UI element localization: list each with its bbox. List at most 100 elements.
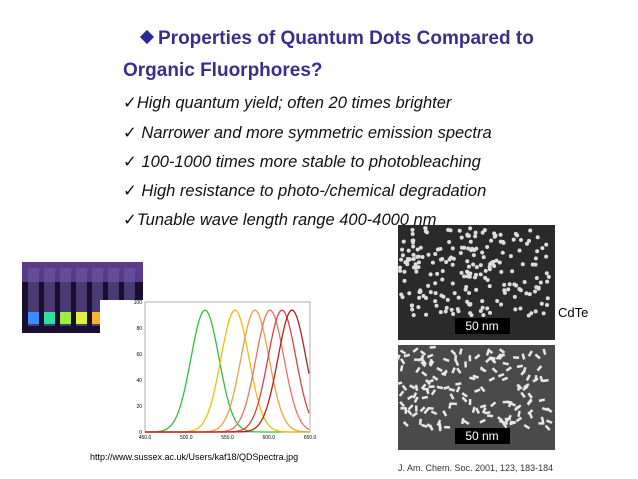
particle (487, 267, 492, 272)
particle (463, 287, 468, 292)
particle (478, 308, 483, 313)
particle (499, 302, 504, 307)
particle (451, 312, 456, 317)
particle (411, 411, 418, 418)
particle (444, 259, 449, 264)
particle (443, 385, 450, 390)
particle (429, 360, 435, 367)
particle (398, 265, 403, 270)
particle (428, 385, 435, 388)
particle (485, 306, 490, 311)
particle (399, 365, 404, 372)
particle (472, 248, 477, 253)
particle (466, 246, 471, 251)
particle (432, 375, 439, 381)
particle (479, 386, 486, 393)
particle (507, 282, 512, 287)
particle (471, 253, 476, 258)
particle (445, 297, 450, 302)
particle (443, 357, 450, 363)
tem-image: 50 nm 50 nm (395, 225, 555, 450)
particle (538, 398, 546, 403)
particle (541, 311, 546, 316)
particle (413, 396, 419, 403)
particle (455, 307, 460, 312)
particle (502, 361, 509, 366)
particle (414, 405, 418, 412)
particle (401, 384, 408, 391)
particle (474, 353, 481, 360)
particle (449, 393, 455, 400)
particle (419, 350, 427, 356)
particle (481, 255, 486, 260)
particle (468, 239, 473, 244)
particle (435, 247, 440, 252)
particle (544, 424, 551, 431)
particle (407, 291, 412, 296)
particle (534, 353, 541, 360)
particle (468, 399, 472, 406)
particle (448, 402, 452, 409)
particle (433, 291, 438, 296)
particle (412, 265, 417, 270)
particle (535, 235, 540, 240)
particle (400, 253, 405, 258)
particle (516, 383, 523, 390)
particle (511, 237, 516, 242)
particle (442, 410, 448, 417)
particle (513, 356, 520, 359)
bullet: High resistance to photo-/chemical degra… (123, 181, 486, 201)
vial (60, 268, 71, 326)
particle (411, 257, 416, 262)
particle (523, 383, 530, 389)
particle (436, 366, 443, 373)
y-tick-label: 80 (136, 326, 142, 332)
particle (539, 375, 544, 383)
tem-label: CdTe (558, 305, 589, 320)
particle (495, 298, 500, 303)
particle (421, 423, 428, 428)
particle (489, 356, 496, 360)
particle (527, 409, 534, 415)
particle (536, 286, 541, 291)
particle (466, 264, 471, 269)
particle (525, 374, 531, 381)
particle (448, 228, 453, 233)
particle (535, 249, 540, 254)
particle (485, 349, 491, 356)
particle (420, 254, 425, 259)
particle (502, 288, 507, 293)
particle (527, 392, 533, 399)
particle (395, 354, 401, 361)
title-line: Properties of Quantum Dots Compared to (158, 28, 534, 49)
particle (418, 418, 422, 425)
particle (409, 303, 414, 308)
vial (44, 268, 55, 326)
particle (450, 281, 455, 286)
particle (399, 349, 407, 355)
diamond-bullet (139, 29, 155, 45)
particle (492, 234, 497, 239)
particle (450, 262, 455, 267)
particle (420, 361, 427, 368)
particle (440, 268, 445, 273)
particle (498, 353, 505, 357)
particle (467, 291, 472, 296)
particle (520, 391, 526, 399)
particle (419, 406, 426, 413)
particle (409, 384, 416, 390)
particle (420, 383, 427, 390)
particle (412, 392, 418, 399)
particle (469, 376, 476, 381)
particle (421, 358, 427, 366)
particle (413, 262, 418, 267)
particle (438, 425, 442, 432)
particle (403, 260, 408, 265)
particle (433, 281, 438, 286)
particle (421, 371, 428, 377)
y-tick-label: 100 (134, 300, 143, 306)
particle (405, 256, 410, 261)
particle (474, 388, 481, 393)
particle (533, 256, 538, 261)
scale-label: 50 nm (465, 429, 498, 443)
